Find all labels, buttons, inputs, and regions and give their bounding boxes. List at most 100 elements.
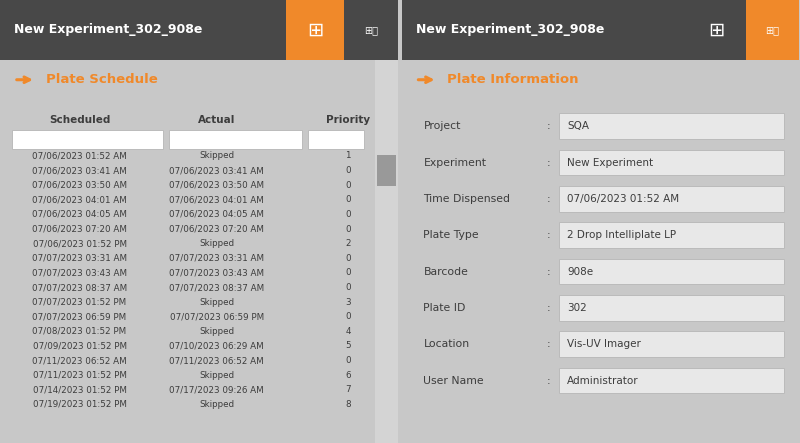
Text: 07/11/2023 06:52 AM: 07/11/2023 06:52 AM: [32, 356, 127, 365]
Bar: [374, 60, 398, 443]
Text: Plate ID: Plate ID: [423, 303, 466, 313]
Text: 302: 302: [567, 303, 587, 313]
Text: ⊞: ⊞: [307, 20, 323, 39]
FancyBboxPatch shape: [558, 113, 785, 139]
Text: 0: 0: [345, 225, 350, 233]
FancyBboxPatch shape: [12, 130, 163, 149]
Bar: [286, 0, 344, 60]
FancyBboxPatch shape: [558, 259, 785, 284]
Text: :: :: [547, 339, 550, 349]
Bar: [344, 0, 398, 60]
Text: 07/08/2023 01:52 PM: 07/08/2023 01:52 PM: [33, 327, 126, 336]
Text: Time Dispensed: Time Dispensed: [423, 194, 510, 204]
Text: :: :: [547, 158, 550, 167]
Text: 6: 6: [345, 371, 350, 380]
Text: 07/07/2023 06:59 PM: 07/07/2023 06:59 PM: [170, 312, 264, 321]
Text: 07/07/2023 08:37 AM: 07/07/2023 08:37 AM: [32, 283, 127, 292]
Text: Skipped: Skipped: [199, 298, 234, 307]
Text: 07/06/2023 03:41 AM: 07/06/2023 03:41 AM: [170, 166, 264, 175]
Text: 07/11/2023 06:52 AM: 07/11/2023 06:52 AM: [170, 356, 264, 365]
Text: :: :: [547, 230, 550, 240]
Text: 2: 2: [345, 239, 350, 248]
Bar: [746, 0, 799, 60]
Text: 07/14/2023 01:52 PM: 07/14/2023 01:52 PM: [33, 385, 126, 394]
Text: Skipped: Skipped: [199, 152, 234, 160]
Text: 0: 0: [345, 195, 350, 204]
Text: Skipped: Skipped: [199, 371, 234, 380]
Text: 908e: 908e: [567, 267, 594, 276]
Text: 07/06/2023 07:20 AM: 07/06/2023 07:20 AM: [32, 225, 127, 233]
Text: ⊞ⓘ: ⊞ⓘ: [766, 25, 779, 35]
Text: 07/07/2023 03:43 AM: 07/07/2023 03:43 AM: [169, 268, 264, 277]
Text: 07/09/2023 01:52 PM: 07/09/2023 01:52 PM: [33, 342, 126, 350]
Text: 07/07/2023 03:31 AM: 07/07/2023 03:31 AM: [32, 254, 127, 263]
Text: 07/06/2023 04:01 AM: 07/06/2023 04:01 AM: [32, 195, 127, 204]
Text: 07/06/2023 01:52 PM: 07/06/2023 01:52 PM: [33, 239, 126, 248]
Text: SQA: SQA: [567, 121, 590, 131]
Text: :: :: [547, 303, 550, 313]
FancyBboxPatch shape: [169, 130, 302, 149]
Text: :: :: [547, 267, 550, 276]
Text: 8: 8: [345, 400, 350, 409]
Text: New Experiment_302_908e: New Experiment_302_908e: [14, 23, 202, 36]
Text: 07/07/2023 06:59 PM: 07/07/2023 06:59 PM: [33, 312, 126, 321]
FancyBboxPatch shape: [558, 368, 785, 393]
FancyBboxPatch shape: [558, 295, 785, 321]
Text: 07/06/2023 04:01 AM: 07/06/2023 04:01 AM: [170, 195, 264, 204]
Text: 1: 1: [345, 152, 350, 160]
Bar: [402, 0, 799, 60]
Text: 0: 0: [345, 166, 350, 175]
Text: 07/06/2023 03:50 AM: 07/06/2023 03:50 AM: [32, 181, 127, 190]
Text: Vis-UV Imager: Vis-UV Imager: [567, 339, 642, 349]
Text: Scheduled: Scheduled: [49, 115, 110, 124]
Text: 07/07/2023 08:37 AM: 07/07/2023 08:37 AM: [169, 283, 264, 292]
Text: Skipped: Skipped: [199, 239, 234, 248]
Text: 0: 0: [345, 254, 350, 263]
Text: Plate Type: Plate Type: [423, 230, 479, 240]
Text: New Experiment_302_908e: New Experiment_302_908e: [415, 23, 604, 36]
Text: 2 Drop Intelliplate LP: 2 Drop Intelliplate LP: [567, 230, 677, 240]
Text: ⊞ⓘ: ⊞ⓘ: [364, 25, 378, 35]
Text: Barcode: Barcode: [423, 267, 468, 276]
Text: 0: 0: [345, 283, 350, 292]
Text: 07/06/2023 01:52 AM: 07/06/2023 01:52 AM: [32, 152, 127, 160]
Text: Project: Project: [423, 121, 461, 131]
FancyBboxPatch shape: [558, 331, 785, 357]
Bar: [377, 155, 396, 186]
Bar: [688, 0, 746, 60]
FancyBboxPatch shape: [558, 150, 785, 175]
Text: 07/06/2023 01:52 AM: 07/06/2023 01:52 AM: [567, 194, 679, 204]
Text: 07/19/2023 01:52 PM: 07/19/2023 01:52 PM: [33, 400, 126, 409]
Text: 0: 0: [345, 312, 350, 321]
Text: 07/06/2023 03:50 AM: 07/06/2023 03:50 AM: [169, 181, 264, 190]
Text: 0: 0: [345, 181, 350, 190]
Text: 07/10/2023 06:29 AM: 07/10/2023 06:29 AM: [170, 342, 264, 350]
Text: 07/17/2023 09:26 AM: 07/17/2023 09:26 AM: [170, 385, 264, 394]
FancyBboxPatch shape: [558, 186, 785, 212]
Text: Actual: Actual: [198, 115, 235, 124]
Text: :: :: [547, 376, 550, 385]
Text: 07/07/2023 03:31 AM: 07/07/2023 03:31 AM: [169, 254, 264, 263]
Text: Administrator: Administrator: [567, 376, 639, 385]
Text: 07/11/2023 01:52 PM: 07/11/2023 01:52 PM: [33, 371, 126, 380]
Text: Skipped: Skipped: [199, 327, 234, 336]
Text: 07/06/2023 04:05 AM: 07/06/2023 04:05 AM: [32, 210, 127, 219]
Text: Experiment: Experiment: [423, 158, 486, 167]
Text: ⊞: ⊞: [709, 20, 725, 39]
Text: 0: 0: [345, 356, 350, 365]
Bar: [0, 0, 398, 60]
Text: New Experiment: New Experiment: [567, 158, 654, 167]
FancyBboxPatch shape: [558, 222, 785, 248]
FancyBboxPatch shape: [308, 130, 364, 149]
Text: Plate Information: Plate Information: [447, 73, 579, 86]
Text: Plate Schedule: Plate Schedule: [46, 73, 158, 86]
Text: 07/06/2023 03:41 AM: 07/06/2023 03:41 AM: [32, 166, 127, 175]
Text: 07/06/2023 04:05 AM: 07/06/2023 04:05 AM: [170, 210, 264, 219]
Text: :: :: [547, 121, 550, 131]
Text: 07/06/2023 07:20 AM: 07/06/2023 07:20 AM: [170, 225, 264, 233]
Text: 3: 3: [345, 298, 350, 307]
Text: :: :: [547, 194, 550, 204]
Text: 0: 0: [345, 268, 350, 277]
Text: Location: Location: [423, 339, 470, 349]
Text: 07/07/2023 01:52 PM: 07/07/2023 01:52 PM: [33, 298, 126, 307]
